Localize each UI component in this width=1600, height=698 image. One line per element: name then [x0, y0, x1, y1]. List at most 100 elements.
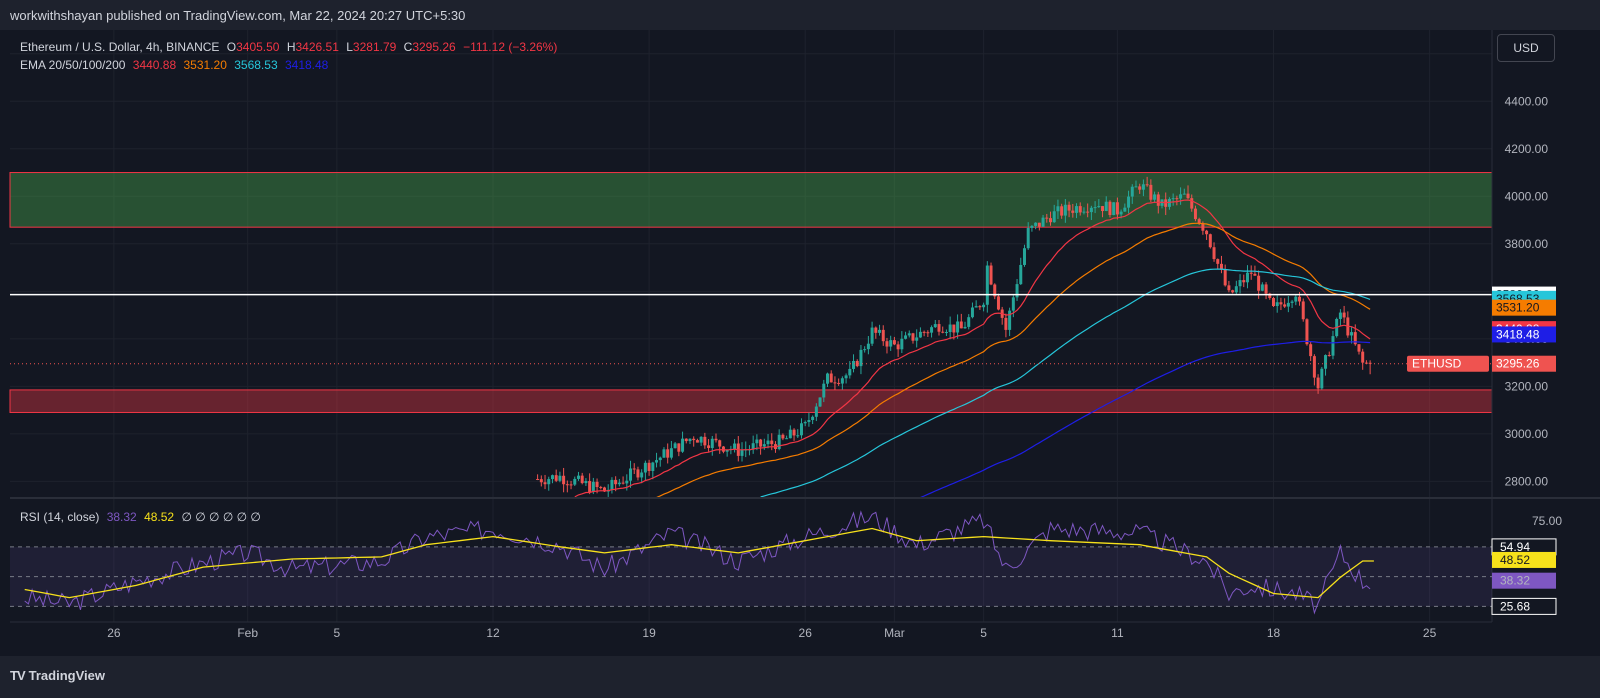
candle-body: [970, 307, 974, 318]
candle-body: [562, 475, 566, 485]
time-tick-label: 18: [1267, 626, 1281, 640]
ema20-value: 3440.88: [132, 58, 177, 72]
candle-body: [852, 360, 856, 369]
candle-body: [1141, 184, 1145, 190]
candle-body: [1056, 206, 1060, 212]
candle-body: [1316, 377, 1320, 389]
candle-body: [666, 449, 670, 458]
time-tick-label: 25: [1423, 626, 1437, 640]
candle-body: [956, 321, 960, 333]
candle-body: [588, 481, 592, 493]
candle-body: [878, 329, 882, 333]
candle-body: [681, 438, 685, 452]
rsi-axis-label: 25.68: [1500, 599, 1530, 613]
candle-body: [1324, 355, 1328, 369]
candle-body: [1019, 264, 1023, 285]
candle-body: [614, 479, 618, 485]
candle-body: [573, 478, 577, 485]
candle-body: [915, 337, 919, 341]
candle-body: [1279, 302, 1283, 305]
candle-body: [881, 329, 885, 342]
rsi-axis-tag: 25.68: [1491, 597, 1557, 615]
candle-body: [996, 296, 1000, 310]
candle-body: [811, 416, 815, 420]
candle-body: [918, 331, 922, 338]
candle-body: [636, 469, 640, 478]
low-value: 3281.79: [352, 40, 397, 54]
candle-body: [658, 457, 662, 461]
candle-body: [1283, 304, 1287, 307]
candle-body: [603, 487, 606, 492]
candle-body: [1030, 225, 1034, 228]
open-label: O: [226, 40, 237, 54]
plot-area: [10, 30, 1492, 622]
footer-bar: [0, 656, 1600, 698]
candle-body: [1101, 206, 1105, 212]
candle-body: [1257, 275, 1261, 291]
candle-body: [1216, 259, 1220, 264]
candle-body: [937, 324, 941, 332]
candle-body: [844, 375, 848, 379]
currency-button[interactable]: USD: [1497, 34, 1555, 62]
candle-body: [725, 449, 729, 452]
candle-body: [1186, 193, 1190, 199]
candle-body: [807, 419, 811, 423]
candle-body: [1361, 351, 1365, 363]
candle-body: [933, 324, 937, 328]
candle-body: [885, 341, 889, 347]
tradingview-logo[interactable]: TV TradingView: [10, 668, 105, 683]
candle-body: [554, 475, 558, 481]
candle-body: [673, 443, 677, 449]
candle-body: [1305, 319, 1309, 345]
candle-body: [1260, 284, 1264, 291]
close-value: 3295.26: [412, 40, 456, 54]
rsi-extra: ∅ ∅ ∅ ∅ ∅ ∅: [181, 510, 261, 524]
candle-body: [1034, 222, 1038, 226]
candle-body: [829, 373, 833, 383]
candle-body: [662, 449, 666, 458]
candle-body: [1123, 207, 1127, 212]
candle-body: [710, 438, 714, 448]
candle-body: [799, 423, 803, 436]
candle-body: [1130, 186, 1134, 197]
candle-body: [1193, 208, 1197, 220]
candle-body: [1082, 211, 1086, 213]
candle-body: [536, 478, 540, 480]
price-label-tag: 3418.48: [1492, 326, 1556, 343]
candle-body: [930, 327, 934, 333]
candle-body: [718, 440, 722, 447]
candle-body: [1008, 310, 1012, 330]
candle-body: [1022, 248, 1026, 265]
candle-body: [1127, 196, 1131, 208]
candle-body: [610, 479, 614, 490]
candle-body: [1145, 184, 1149, 186]
candle-body: [1112, 202, 1116, 216]
candle-body: [550, 475, 554, 480]
candle-body: [1075, 206, 1079, 213]
candle-body: [822, 383, 826, 398]
tradingview-logo-icon: TV: [10, 668, 26, 683]
candle-body: [1182, 193, 1186, 195]
candle-body: [1342, 312, 1346, 318]
candle-body: [855, 360, 859, 367]
candle-body: [1234, 286, 1238, 293]
price-chart[interactable]: 2800.003000.003200.003400.003600.003800.…: [0, 0, 1600, 656]
candle-body: [1049, 218, 1052, 223]
candle-body: [643, 462, 647, 473]
candle-body: [684, 438, 688, 442]
high-value: 3426.51: [295, 40, 339, 54]
price-tick-label: 4400.00: [1505, 94, 1549, 108]
candle-body: [1294, 296, 1298, 302]
candle-body: [1089, 207, 1093, 213]
candle-body: [1067, 204, 1071, 211]
rsi-axis-tag-bg: [1492, 551, 1556, 568]
candle-body: [944, 332, 948, 334]
candle-body: [796, 435, 800, 437]
rsi-axis-label: 75.00: [1532, 514, 1562, 528]
candle-body: [1015, 284, 1019, 298]
candle-body: [1231, 290, 1235, 293]
candle-body: [669, 448, 673, 458]
rsi-axis-tag: 38.32: [1492, 572, 1556, 589]
candle-body: [1253, 273, 1257, 276]
rsi-ma-value: 48.52: [144, 510, 175, 524]
